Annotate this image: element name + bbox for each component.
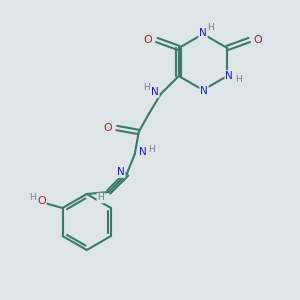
Text: N: N bbox=[199, 28, 207, 38]
Text: H: H bbox=[98, 194, 104, 202]
Text: H: H bbox=[143, 82, 150, 91]
Text: N: N bbox=[151, 87, 159, 97]
Text: O: O bbox=[103, 123, 112, 133]
Text: O: O bbox=[143, 35, 152, 45]
Text: H: H bbox=[235, 74, 242, 83]
Text: N: N bbox=[200, 86, 208, 96]
Text: O: O bbox=[37, 196, 46, 206]
Text: O: O bbox=[254, 35, 262, 45]
Text: N: N bbox=[139, 147, 147, 157]
Text: N: N bbox=[225, 71, 233, 81]
Text: H: H bbox=[29, 194, 36, 202]
Text: H: H bbox=[148, 145, 155, 154]
Text: N: N bbox=[117, 167, 124, 177]
Text: H: H bbox=[207, 23, 213, 32]
